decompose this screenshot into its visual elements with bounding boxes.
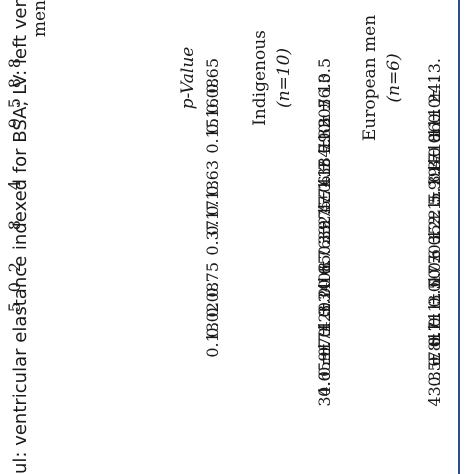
header-left-truncated: men	[30, 0, 50, 38]
cell-left-fragment: 8	[5, 58, 24, 69]
header-european-title: European men	[360, 14, 380, 142]
cell-pvalue: 0.65	[203, 58, 222, 94]
header-indigenous-n: (n=10)	[274, 47, 294, 109]
cell-left-fragment: 2	[5, 262, 24, 273]
header-pvalue: p-Value	[178, 46, 198, 110]
header-indigenous-title: Indigenous	[250, 30, 270, 126]
cell-european: 86.1 ± 13.	[425, 58, 444, 143]
cell-indigenous: 79.3 ± 13.5	[315, 58, 334, 153]
cell-left-fragment: 4	[5, 180, 24, 191]
cell-left-fragment: 8	[5, 220, 24, 231]
table-top-rule	[458, 0, 460, 474]
header-european-n: (n=6)	[384, 53, 404, 103]
